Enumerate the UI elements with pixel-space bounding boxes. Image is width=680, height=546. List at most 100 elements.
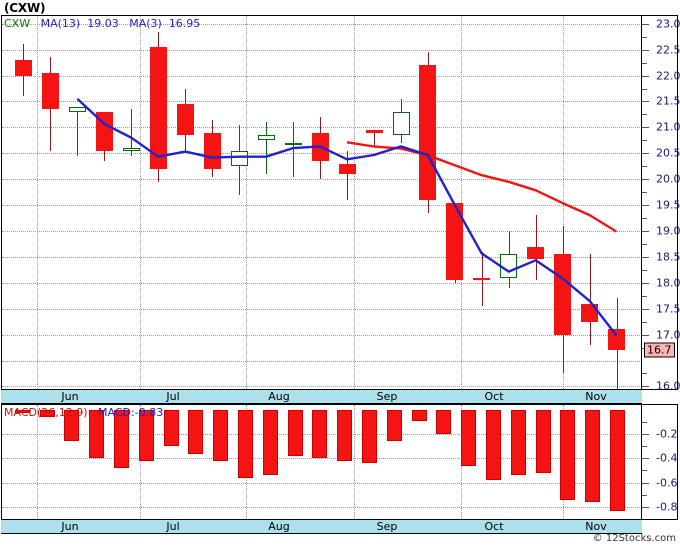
candle-body xyxy=(15,60,32,76)
month-axis-top: Jun Jul Aug Sep Oct Nov xyxy=(1,389,642,404)
price-y-tick-mark xyxy=(642,153,649,155)
price-y-tick-label: 18.0 xyxy=(656,276,680,290)
price-gridline-h xyxy=(2,308,642,310)
price-y-tick-label: 21.5 xyxy=(656,94,680,108)
candle-wick xyxy=(131,109,132,156)
macd-bar xyxy=(486,409,501,481)
price-y-tick-mark xyxy=(642,230,649,232)
macd-bar xyxy=(288,409,303,456)
price-y-tick-mark xyxy=(642,205,649,207)
macd-bar xyxy=(412,409,427,421)
watermark: © 12Stocks.com xyxy=(592,533,676,544)
candle-wick xyxy=(293,122,294,177)
macd-bar xyxy=(312,409,327,459)
price-y-tick-minor xyxy=(642,243,647,245)
price-y-tick-minor xyxy=(642,373,647,375)
price-y-tick-minor xyxy=(642,114,647,116)
macd-bar xyxy=(213,409,228,461)
month-label: Jun xyxy=(61,520,79,533)
macd-gridline-h xyxy=(2,458,642,460)
price-gridline-h xyxy=(2,127,642,129)
candle-wick xyxy=(590,254,591,345)
macd-bar xyxy=(461,409,476,466)
price-y-tick-label: 16.0 xyxy=(656,379,680,393)
price-gridline-h xyxy=(2,282,642,284)
price-y-tick-minor xyxy=(642,218,647,220)
candle-body xyxy=(419,65,436,200)
macd-gridline-h xyxy=(2,506,642,508)
macd-bar xyxy=(188,409,203,454)
macd-bar xyxy=(610,409,625,511)
candle-wick xyxy=(266,122,267,174)
price-y-tick-mark xyxy=(642,179,649,181)
price-gridline-v xyxy=(246,16,247,389)
month-label: Jun xyxy=(61,390,79,403)
macd-bar xyxy=(436,409,451,435)
month-label: Jul xyxy=(166,390,180,403)
price-gridline-h xyxy=(2,334,642,336)
price-y-tick-mark xyxy=(642,23,649,25)
price-y-tick-mark xyxy=(642,75,649,77)
macd-gridline-v xyxy=(140,405,141,519)
price-y-tick-minor xyxy=(642,140,647,142)
macd-y-tick-mark xyxy=(642,458,649,460)
price-y-tick-mark xyxy=(642,101,649,103)
price-y-tick-label: 23.0 xyxy=(656,17,680,31)
macd-gridline-v xyxy=(354,405,355,519)
price-gridline-h xyxy=(2,75,642,77)
month-label: Oct xyxy=(484,520,504,533)
macd-legend: MACD(26,12,9) MACD:-0.83 xyxy=(4,406,163,419)
price-gridline-h xyxy=(2,23,642,25)
macd-bar xyxy=(362,409,377,464)
price-plot-area xyxy=(2,16,642,389)
price-y-tick-mark xyxy=(642,256,649,258)
macd-bar xyxy=(164,409,179,447)
price-y-tick-minor xyxy=(642,62,647,64)
macd-bar xyxy=(238,409,253,478)
month-label: Jul xyxy=(166,520,180,533)
price-y-tick-minor xyxy=(642,36,647,38)
macd-bar xyxy=(263,409,278,476)
price-y-tick-minor xyxy=(642,321,647,323)
macd-bar xyxy=(64,409,79,442)
legend-ma-long-label: MA(13) xyxy=(40,17,81,30)
candle-body xyxy=(177,104,194,136)
macd-indicator-label: MACD(26,12,9) xyxy=(4,406,88,419)
candle-wick xyxy=(347,150,348,200)
macd-y-tick-mark xyxy=(642,482,649,484)
macd-bar xyxy=(15,409,30,413)
price-y-tick-minor xyxy=(642,192,647,194)
price-y-tick-minor xyxy=(642,88,647,90)
macd-y-tick-minor xyxy=(642,421,647,423)
price-y-tick-minor xyxy=(642,166,647,168)
price-y-tick-label: 22.0 xyxy=(656,69,680,83)
candle-body xyxy=(69,106,86,112)
page-title: (CXW) xyxy=(4,1,46,15)
macd-y-tick-minor xyxy=(642,470,647,472)
legend-ma-short-label: MA(3) xyxy=(129,17,162,30)
price-y-tick-minor xyxy=(642,295,647,297)
macd-y-tick-label: -0.2 xyxy=(656,427,678,441)
price-axis-divider xyxy=(641,16,642,389)
price-y-tick-mark xyxy=(642,127,649,129)
price-y-tick-label: 19.5 xyxy=(656,198,680,212)
macd-bar xyxy=(40,409,55,418)
candle-body xyxy=(473,277,490,281)
last-price-marker: 16.7 xyxy=(644,342,675,358)
price-gridline-h xyxy=(2,386,642,388)
candle-body xyxy=(258,135,275,141)
macd-bar xyxy=(114,409,129,469)
candle-wick xyxy=(77,106,78,156)
moving-average-lines xyxy=(76,98,618,337)
candle-body xyxy=(339,163,356,174)
month-label: Aug xyxy=(268,390,290,403)
price-y-tick-label: 21.0 xyxy=(656,120,680,134)
price-y-tick-minor xyxy=(642,269,647,271)
macd-bar xyxy=(89,409,104,459)
price-y-tick-label: 19.0 xyxy=(656,224,680,238)
price-gridline-h xyxy=(2,49,642,51)
price-gridline-h xyxy=(2,205,642,207)
price-y-tick-label: 17.0 xyxy=(656,328,680,342)
price-gridline-v xyxy=(354,16,355,389)
price-gridline-h xyxy=(2,179,642,181)
